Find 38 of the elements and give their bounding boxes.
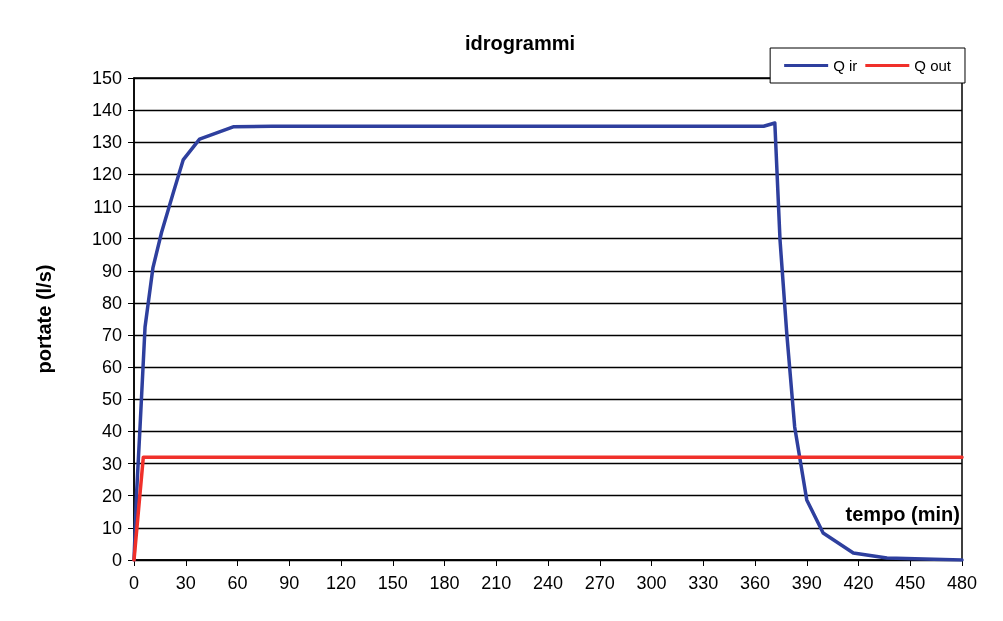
y-tick-label: 130 [91, 132, 122, 153]
x-tick-label: 0 [128, 573, 140, 593]
y-tick-label: 40 [101, 421, 122, 442]
x-tick-label: 90 [279, 573, 300, 593]
y-tick-label: 50 [101, 389, 122, 410]
x-tick-label: 240 [532, 573, 564, 593]
y-tick-label: 110 [93, 196, 122, 217]
y-tick-label: 10 [101, 517, 122, 538]
x-tick-label: 300 [636, 573, 667, 593]
legend-label: Q ir [833, 57, 858, 74]
y-axis-title: portate (l/s) [33, 264, 55, 374]
y-tick-label: 70 [101, 325, 122, 346]
x-tick-label: 180 [429, 573, 460, 593]
y-tick-label: 80 [101, 292, 122, 313]
y-tick-label: 30 [101, 453, 122, 474]
legend-label: Q out [914, 57, 952, 74]
x-tick-label: 150 [377, 573, 408, 593]
y-tick-label: 140 [91, 100, 122, 121]
x-tick-label: 480 [946, 573, 978, 593]
y-tick-label: 100 [91, 228, 122, 249]
x-tick-label: 390 [791, 573, 822, 593]
y-tick-label: 150 [91, 68, 122, 88]
chart-title: idrogrammi [464, 32, 576, 54]
x-tick-label: 360 [739, 573, 771, 593]
x-tick-label: 330 [688, 573, 719, 593]
x-tick-label: 270 [584, 573, 615, 593]
x-tick-label: 30 [175, 573, 196, 593]
x-tick-label: 120 [325, 573, 357, 593]
y-tick-label: 90 [101, 260, 122, 281]
x-tick-label: 60 [227, 573, 248, 593]
x-tick-label: 450 [895, 573, 926, 593]
x-tick-label: 210 [481, 573, 512, 593]
y-tick-label: 0 [111, 550, 122, 570]
x-axis-title: tempo (min) [845, 503, 960, 525]
x-tick-label: 420 [843, 573, 874, 593]
y-tick-label: 20 [101, 485, 122, 506]
y-tick-label: 60 [101, 357, 122, 378]
y-tick-label: 120 [91, 164, 122, 185]
